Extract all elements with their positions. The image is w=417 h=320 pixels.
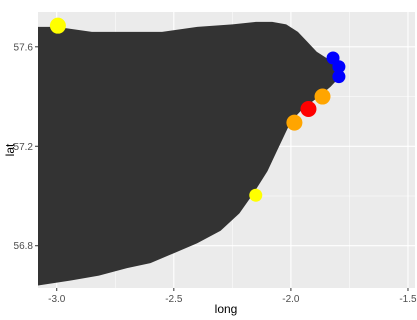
y-tick-label: 57.2	[14, 142, 34, 153]
x-tick-label: -2.0	[282, 294, 300, 305]
data-point	[332, 70, 346, 84]
data-point	[249, 188, 263, 202]
x-tick-label: -3.0	[48, 294, 66, 305]
data-points	[49, 17, 346, 202]
data-point	[49, 17, 66, 34]
data-point	[332, 60, 346, 74]
y-axis: 56.8 57.2 57.6	[14, 42, 38, 252]
x-axis-title: long	[215, 302, 238, 316]
x-tick-label: -2.5	[165, 294, 183, 305]
y-tick-label: 56.8	[14, 241, 34, 252]
land-polygon	[38, 21, 338, 286]
data-point	[314, 88, 331, 105]
y-tick-label: 57.6	[14, 42, 34, 53]
x-axis: -3.0 -2.5 -2.0 -1.5	[48, 288, 417, 305]
y-axis-title: lat	[3, 143, 17, 156]
x-tick-label: -1.5	[399, 294, 417, 305]
data-point	[300, 100, 317, 117]
data-point	[286, 114, 303, 131]
